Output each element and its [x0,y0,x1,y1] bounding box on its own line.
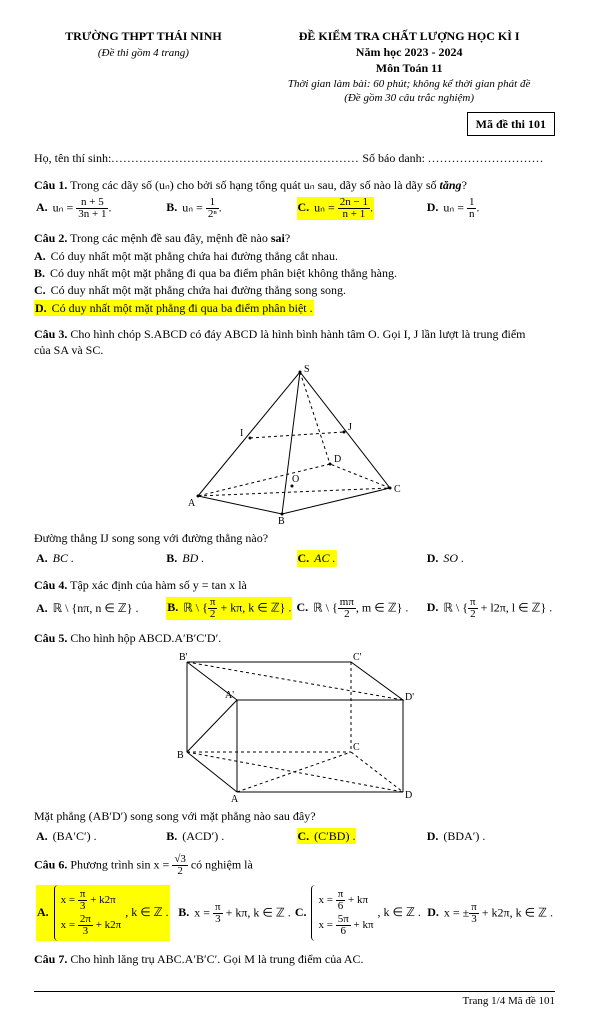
exam-code-box: Mã đề thi 101 [467,112,555,136]
svg-text:A: A [231,794,239,802]
svg-text:O: O [292,474,299,485]
exam-qcount: (Đề gồm 30 câu trắc nghiệm) [263,91,555,106]
q3-label: Câu 3. [34,327,67,341]
page-count-note: (Đề thi gồm 4 trang) [34,46,253,61]
svg-text:D': D' [405,692,414,703]
q3-C: C. AC . [295,550,425,566]
q5-A: A. (BA′C′) . [34,828,164,844]
header-left: TRƯỜNG THPT THÁI NINH (Đề thi gồm 4 tran… [34,28,253,106]
q4-D: D. ℝ \ {π2 + l2π, l ∈ ℤ} . [425,597,555,620]
q1-D: D. uₙ = 1n. [425,197,555,220]
exam-time: Thời gian làm bài: 60 phút; không kể thờ… [263,77,555,92]
q3-diagram: S A B C D I J O [34,364,555,524]
q2-C: C. Có duy nhất một mặt phẳng chứa hai đư… [34,282,555,298]
q3-stem1: Cho hình chóp S.ABCD có đáy ABCD là hình… [70,327,525,341]
q3-question: Đường thẳng IJ song song với đường thẳng… [34,530,555,546]
q4-label: Câu 4. [34,578,67,592]
q1-options: A. uₙ = n + 53n + 1. B. uₙ = 12ⁿ. C. uₙ … [34,197,555,220]
q7-stem: Cho hình lăng trụ ABC.A′B′C′. Gọi M là t… [70,952,363,966]
q1-stem-end: tăng [440,178,462,192]
svg-text:C: C [353,742,360,753]
q6-options: A. x = π3 + k2π x = 2π3 + k2π , k ∈ ℤ . … [34,885,555,941]
candidate-info: Họ, tên thí sinh:.......................… [34,150,555,166]
question-2: Câu 2. Trong các mệnh đề sau đây, mệnh đ… [34,230,555,316]
sbd-dots: ............................. [428,151,544,165]
q1-C: C. uₙ = 2n − 1n + 1. [295,197,425,220]
header-right: ĐỀ KIỂM TRA CHẤT LƯỢNG HỌC KÌ I Năm học … [263,28,555,106]
q3-D: D. SO . [425,550,555,566]
q1-B: B. uₙ = 12ⁿ. [164,197,294,220]
q4-C: C. ℝ \ {mπ2, m ∈ ℤ} . [295,597,425,620]
q5-options: A. (BA′C′) . B. (ACD′) . C. (C′BD) . D. … [34,828,555,844]
exam-year: Năm học 2023 - 2024 [263,44,555,60]
svg-text:J: J [348,422,352,433]
school-name: TRƯỜNG THPT THÁI NINH [34,28,253,44]
q1-label: Câu 1. [34,178,67,192]
svg-text:B: B [177,750,184,761]
q2-A: A. Có duy nhất một mặt phẳng chứa hai đư… [34,248,555,264]
q2-stem-bold: sai [271,231,285,245]
name-label: Họ, tên thí sinh: [34,151,111,165]
q2-stem: Trong các mệnh đề sau đây, mệnh đề nào [70,231,268,245]
q5-label: Câu 5. [34,631,67,645]
question-1: Câu 1. Trong các dãy số (uₙ) cho bởi số … [34,177,555,220]
q6-stem-post: có nghiệm là [191,858,253,872]
sbd-label: Số báo danh: [362,151,425,165]
question-6: Câu 6. Phương trình sin x = √32 có nghiệ… [34,854,555,941]
svg-text:C: C [394,484,401,495]
q4-options: A. ℝ \ {nπ, n ∈ ℤ} . B. ℝ \ {π2 + kπ, k … [34,597,555,620]
question-5: Câu 5. Cho hình hộp ABCD.A′B′C′D′. [34,630,555,845]
q3-A: A. BC . [34,550,164,566]
q2-options: A. Có duy nhất một mặt phẳng chứa hai đư… [34,248,555,316]
page-footer: Trang 1/4 Mã đề 101 [34,991,555,1009]
q6-A: A. x = π3 + k2π x = 2π3 + k2π , k ∈ ℤ . [34,885,176,941]
svg-text:I: I [240,428,243,439]
svg-text:C': C' [353,652,362,663]
q2-D: D. Có duy nhất một mặt phẳng đi qua ba đ… [34,300,555,316]
q3-B: B. BD . [164,550,294,566]
q1-A: A. uₙ = n + 53n + 1. [34,197,164,220]
q6-B: B. x = π3 + kπ, k ∈ ℤ . [176,902,293,925]
pyramid-svg: S A B C D I J O [180,364,410,524]
q5-stem: Cho hình hộp ABCD.A′B′C′D′. [70,631,221,645]
q5-C: C. (C′BD) . [295,828,425,844]
q6-label: Câu 6. [34,858,67,872]
q6-D: D. x = ±π3 + k2π, k ∈ ℤ . [425,902,555,925]
q6-stem-pre: Phương trình sin x = [70,858,169,872]
svg-text:B: B [278,516,285,524]
q2-B: B. Có duy nhất một mặt phẳng đi qua ba đ… [34,265,555,281]
svg-text:S: S [304,364,310,375]
header: TRƯỜNG THPT THÁI NINH (Đề thi gồm 4 tran… [34,28,555,106]
name-dots: ........................................… [111,151,359,165]
q2-label: Câu 2. [34,231,67,245]
q5-D: D. (BDA′) . [425,828,555,844]
q4-stem: Tập xác định của hàm số y = tan x là [70,578,247,592]
box-svg: B' C' A' D' B C A D [175,652,415,802]
question-7: Câu 7. Cho hình lăng trụ ABC.A′B′C′. Gọi… [34,951,555,967]
q7-label: Câu 7. [34,952,67,966]
svg-text:D: D [334,454,341,465]
q4-A: A. ℝ \ {nπ, n ∈ ℤ} . [34,600,164,616]
footer-text: Trang 1/4 Mã đề 101 [463,995,555,1007]
question-3: Câu 3. Cho hình chóp S.ABCD có đáy ABCD … [34,326,555,567]
svg-text:D: D [405,790,412,801]
q3-options: A. BC . B. BD . C. AC . D. SO . [34,550,555,566]
q5-question: Mặt phẳng (AB′D′) song song với mặt phẳn… [34,808,555,824]
q4-B: B. ℝ \ {π2 + kπ, k ∈ ℤ} . [164,597,294,620]
q6-C: C. x = π6 + kπ x = 5π6 + kπ , k ∈ ℤ . [293,885,425,941]
svg-text:A': A' [225,690,234,701]
exam-title: ĐỀ KIỂM TRA CHẤT LƯỢNG HỌC KÌ I [263,28,555,44]
question-4: Câu 4. Tập xác định của hàm số y = tan x… [34,577,555,620]
q3-stem2: của SA và SC. [34,343,103,357]
q5-B: B. (ACD′) . [164,828,294,844]
q1-stem: Trong các dãy số (uₙ) cho bởi số hạng tổ… [70,178,436,192]
svg-text:B': B' [179,652,188,663]
svg-text:A: A [188,498,196,509]
exam-subject: Môn Toán 11 [263,60,555,76]
q5-diagram: B' C' A' D' B C A D [34,652,555,802]
